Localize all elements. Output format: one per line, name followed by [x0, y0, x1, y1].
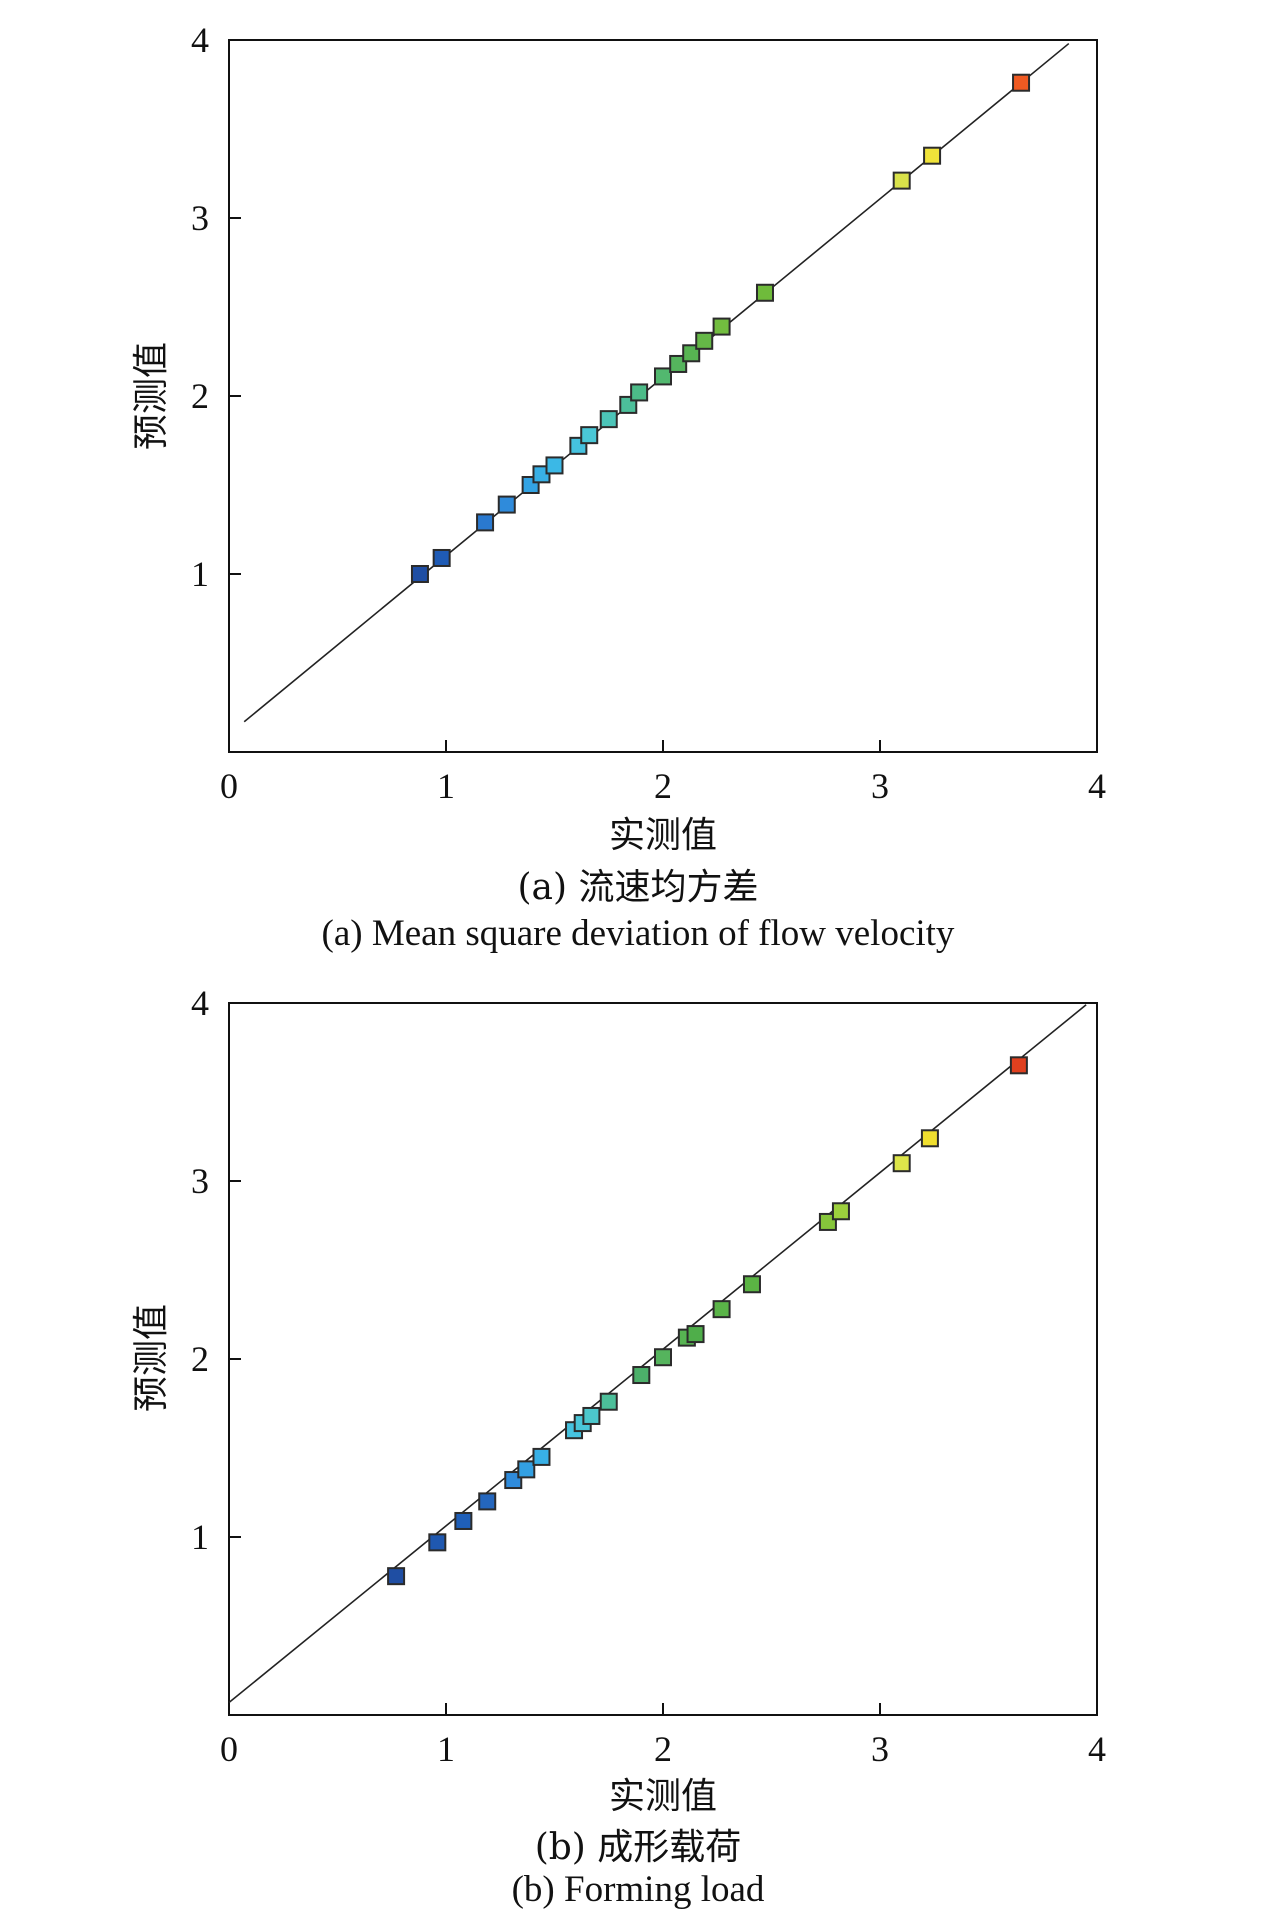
data-points [387, 1056, 1028, 1586]
data-point [818, 1212, 837, 1231]
data-point [428, 1533, 447, 1552]
x-tick-label: 4 [1088, 1729, 1106, 1769]
plot-frame [228, 39, 1098, 753]
x-tick-label: 0 [220, 1729, 238, 1769]
data-point [892, 171, 911, 190]
y-tick-label: 4 [191, 983, 209, 1023]
data-point [654, 1348, 672, 1367]
data-point [454, 1511, 473, 1530]
data-point [582, 1406, 601, 1425]
data-point [1012, 73, 1031, 92]
data-point [410, 565, 429, 583]
ticks: 0 1 2 3 4 1 2 3 4 [191, 20, 1106, 806]
data-point [599, 1392, 618, 1411]
x-tick-label: 2 [654, 766, 672, 806]
data-point [742, 1275, 761, 1294]
y-tick-label: 1 [191, 1517, 209, 1557]
data-point [831, 1202, 850, 1221]
data-point [599, 410, 618, 429]
data-point [580, 426, 599, 445]
x-tick-label: 2 [654, 1729, 672, 1769]
data-point [892, 1154, 911, 1173]
data-point [478, 1492, 497, 1511]
data-point [532, 1447, 551, 1466]
x-tick-label: 0 [220, 766, 238, 806]
ticks: 0 1 2 3 4 1 2 3 4 [191, 983, 1106, 1769]
data-point [712, 1300, 731, 1319]
panel-b: 0 1 2 3 4 1 2 3 4 实测值 预测值 [131, 983, 1106, 1817]
data-point [654, 367, 672, 386]
data-point [755, 283, 774, 302]
data-point [517, 1460, 536, 1479]
data-point [387, 1567, 406, 1586]
data-point [1009, 1056, 1028, 1075]
data-points [410, 73, 1031, 583]
caption-b-chinese: (b) 成形载荷 [534, 1827, 742, 1868]
caption-a-chinese: (a) 流速均方差 [517, 867, 759, 908]
data-point [686, 1325, 705, 1344]
data-point [497, 495, 516, 514]
data-point [920, 1129, 939, 1148]
x-axis-title: 实测值 [609, 1776, 717, 1817]
y-tick-label: 2 [191, 376, 209, 416]
x-tick-label: 3 [871, 766, 889, 806]
data-point [432, 548, 451, 567]
caption-a-english: (a) Mean square deviation of flow veloci… [321, 913, 955, 954]
data-point [712, 317, 731, 336]
data-point [923, 146, 942, 165]
x-tick-label: 4 [1088, 766, 1106, 806]
data-point [476, 513, 495, 532]
y-tick-label: 4 [191, 20, 209, 60]
data-point [504, 1471, 523, 1490]
caption-b-english: (b) Forming load [511, 1869, 765, 1910]
data-point [630, 383, 649, 402]
y-axis-title: 预测值 [131, 342, 172, 450]
data-point [669, 354, 688, 373]
data-point [545, 456, 564, 475]
y-tick-label: 3 [191, 198, 209, 238]
x-tick-label: 1 [437, 1729, 455, 1769]
data-point [695, 331, 714, 350]
x-axis-title: 实测值 [609, 815, 717, 856]
y-axis-title: 预测值 [131, 1304, 172, 1412]
x-tick-label: 3 [871, 1729, 889, 1769]
y-tick-label: 1 [191, 554, 209, 594]
panel-a: 0 1 2 3 4 1 2 3 4 实测值 预测值 [131, 20, 1106, 856]
data-point [632, 1366, 651, 1385]
x-tick-label: 1 [437, 766, 455, 806]
y-tick-label: 2 [191, 1339, 209, 1379]
y-tick-label: 3 [191, 1161, 209, 1201]
data-point [682, 344, 701, 363]
